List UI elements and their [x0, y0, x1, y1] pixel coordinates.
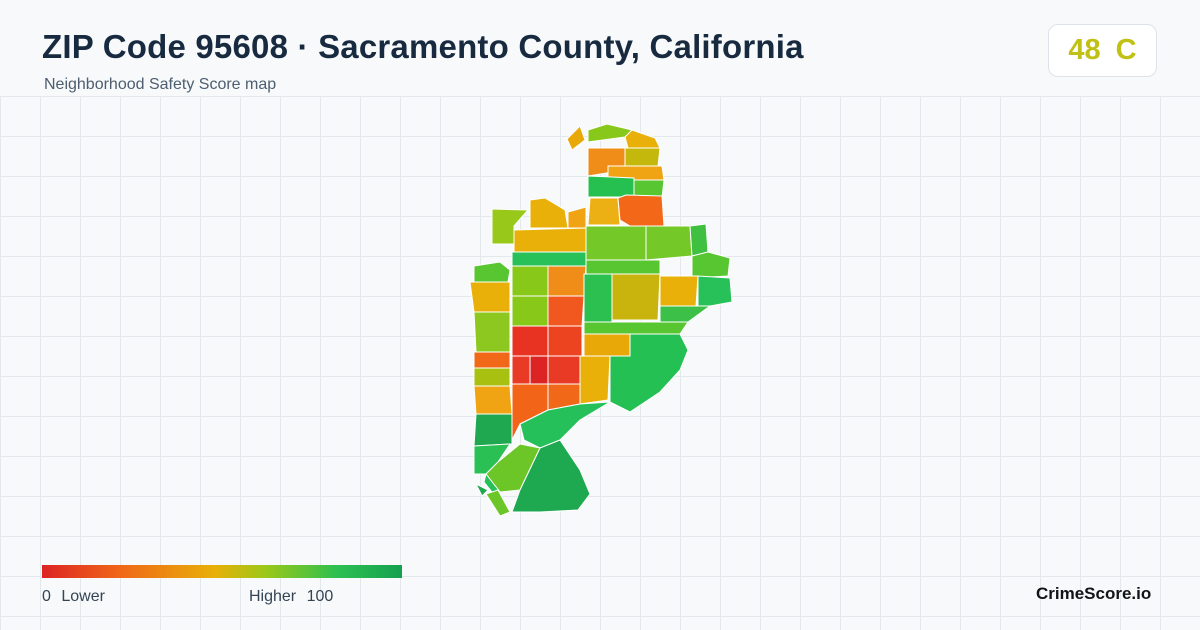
- page-title: ZIP Code 95608 · Sacramento County, Cali…: [42, 28, 804, 65]
- map-region[interactable]: [469, 281, 511, 313]
- map-region[interactable]: [511, 439, 591, 513]
- map-region[interactable]: [485, 489, 511, 517]
- map-region[interactable]: [473, 311, 511, 353]
- map-region[interactable]: [547, 295, 585, 327]
- legend-min-text: Lower: [61, 588, 105, 605]
- legend-max-text: Higher: [249, 588, 297, 605]
- map-region[interactable]: [547, 325, 583, 357]
- map-region[interactable]: [566, 125, 586, 151]
- map-region[interactable]: [511, 265, 549, 297]
- map-region[interactable]: [624, 147, 661, 167]
- map-region[interactable]: [587, 175, 635, 198]
- map-region[interactable]: [511, 295, 549, 327]
- map-region[interactable]: [585, 259, 661, 275]
- map-region[interactable]: [567, 206, 587, 229]
- map-region[interactable]: [473, 351, 511, 369]
- map-region[interactable]: [473, 261, 511, 283]
- brand-logo-text[interactable]: CrimeScore.io: [1036, 584, 1152, 603]
- legend-high-label: Higher 100: [249, 588, 333, 606]
- map-region[interactable]: [587, 197, 621, 226]
- map-region[interactable]: [473, 367, 511, 387]
- map-region[interactable]: [513, 227, 587, 253]
- map-region[interactable]: [689, 223, 709, 257]
- map-region[interactable]: [511, 325, 549, 357]
- score-value: 48: [1068, 34, 1101, 66]
- map-region[interactable]: [475, 483, 489, 497]
- map-region[interactable]: [697, 275, 733, 307]
- map-region[interactable]: [511, 355, 531, 385]
- map-region[interactable]: [583, 273, 613, 323]
- map-region[interactable]: [659, 275, 699, 307]
- map-region[interactable]: [583, 333, 631, 357]
- map-region[interactable]: [529, 355, 549, 385]
- legend-max-value: 100: [306, 588, 334, 605]
- map-region[interactable]: [529, 197, 569, 229]
- legend-low-label: 0 Lower: [42, 588, 105, 606]
- map-region[interactable]: [691, 251, 731, 279]
- score-badge: 48 C: [1048, 24, 1157, 77]
- legend-gradient-bar: [42, 565, 402, 578]
- map-region[interactable]: [473, 385, 513, 415]
- page-subtitle: Neighborhood Safety Score map: [44, 76, 277, 93]
- map-region[interactable]: [547, 355, 581, 385]
- map-region[interactable]: [511, 251, 587, 267]
- map-region[interactable]: [473, 413, 513, 447]
- map-region[interactable]: [547, 265, 587, 297]
- map-region[interactable]: [585, 225, 647, 261]
- legend-min-value: 0: [42, 588, 51, 605]
- score-grade: C: [1115, 34, 1137, 66]
- map-region[interactable]: [659, 305, 711, 323]
- map-region[interactable]: [579, 355, 611, 405]
- map-region[interactable]: [519, 401, 611, 449]
- map-region[interactable]: [611, 273, 661, 321]
- map-region[interactable]: [583, 321, 689, 335]
- map-region[interactable]: [645, 225, 693, 261]
- map-region[interactable]: [624, 129, 661, 149]
- map-region[interactable]: [617, 194, 665, 227]
- map-region[interactable]: [609, 333, 689, 413]
